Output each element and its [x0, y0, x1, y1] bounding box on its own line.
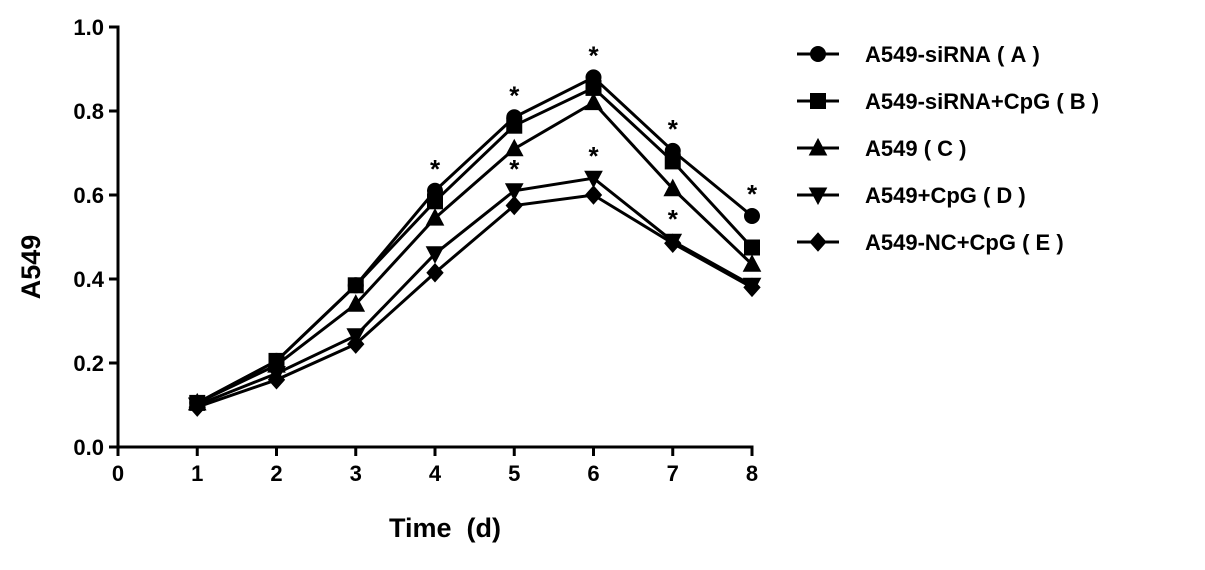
x-tick-label: 0 [112, 461, 124, 486]
y-tick-label: 0.8 [73, 99, 104, 124]
y-axis-title: A549 [16, 235, 46, 300]
legend-item: A549 ( C ) [797, 136, 966, 161]
series-line [196, 100, 754, 405]
x-tick-label: 8 [746, 461, 758, 486]
legend-marker-triangle-down [808, 187, 828, 206]
series-diamond [188, 185, 761, 417]
y-tick-label: 0.6 [73, 183, 104, 208]
legend: A549-siRNA ( A ) A549-siRNA+CpG ( B ) A549… [797, 42, 1099, 255]
significance-star: * [509, 154, 520, 184]
data-point-diamond [426, 262, 444, 283]
significance-star: * [588, 40, 599, 70]
y-tick-label: 1.0 [73, 15, 104, 40]
legend-label: A549-siRNA ( A ) [865, 42, 1040, 67]
data-point-diamond [347, 334, 365, 354]
significance-star: * [588, 141, 599, 171]
data-point-triangle-up [504, 138, 524, 157]
data-point-square [427, 193, 443, 210]
significance-star: * [747, 179, 758, 209]
legend-label: A549 ( C ) [865, 136, 966, 161]
series-line [196, 193, 753, 409]
y-tick-label: 0.4 [73, 267, 104, 292]
x-tick-label: 7 [667, 461, 679, 486]
annotation-layer: * * * * * * * * [430, 40, 758, 234]
legend-item: A549+CpG ( D ) [797, 183, 1026, 208]
x-tick-label: 3 [350, 461, 362, 486]
data-point-triangle-down [504, 183, 524, 201]
data-point-triangle-up [425, 208, 445, 226]
legend-item: A549-NC+CpG ( E ) [797, 230, 1064, 255]
plot-area: 0 1 2 3 4 5 6 7 8 0.0 0.2 0.4 0.6 0.8 1.0 * * * * * * * * [73, 15, 762, 486]
data-point-square [744, 239, 760, 256]
legend-label: A549+CpG ( D ) [865, 183, 1026, 208]
y-ticks: 0.0 0.2 0.4 0.6 0.8 1.0 [73, 15, 118, 460]
legend-item: A549-siRNA+CpG ( B ) [797, 89, 1099, 114]
series-line [196, 176, 753, 407]
legend-marker-triangle-up [808, 137, 828, 156]
y-tick-label: 0.0 [73, 435, 104, 460]
legend-marker-square [810, 93, 826, 109]
x-tick-label: 5 [508, 461, 520, 486]
data-point-diamond [267, 370, 286, 390]
series-triangle-down [187, 170, 762, 416]
data-point-triangle-down [584, 170, 603, 189]
data-point-triangle-up [584, 92, 603, 111]
data-point-triangle-down [425, 246, 445, 264]
data-point-triangle-up [346, 294, 366, 312]
legend-item: A549-siRNA ( A ) [797, 42, 1040, 67]
x-tick-label: 6 [587, 461, 599, 486]
x-tick-label: 1 [191, 461, 203, 486]
x-tick-label: 2 [270, 461, 282, 486]
data-point-triangle-up [742, 254, 762, 272]
data-point-square [506, 117, 523, 134]
data-point-diamond [505, 195, 523, 216]
data-point-diamond [664, 233, 682, 254]
data-point-diamond [743, 277, 761, 298]
significance-star: * [668, 114, 679, 144]
data-point-square [664, 153, 681, 170]
x-axis-title: Time (d) [389, 513, 501, 543]
significance-star: * [430, 154, 441, 184]
data-point-triangle-up [663, 178, 683, 197]
series-line [196, 86, 754, 405]
legend-marker-circle [810, 46, 826, 62]
legend-marker-diamond [809, 232, 827, 252]
series-layer [187, 69, 762, 417]
x-ticks: 0 1 2 3 4 5 6 7 8 [112, 447, 758, 486]
significance-star: * [509, 80, 520, 110]
data-point-square [347, 277, 364, 294]
legend-label: A549-NC+CpG ( E ) [865, 230, 1064, 255]
legend-label: A549-siRNA+CpG ( B ) [865, 89, 1099, 114]
data-point-diamond [584, 185, 603, 205]
y-tick-label: 0.2 [73, 351, 104, 376]
significance-star: * [668, 204, 679, 234]
series-square [189, 79, 760, 411]
data-point-diamond [188, 397, 206, 417]
data-point-circle [744, 208, 760, 224]
x-tick-label: 4 [429, 461, 442, 486]
